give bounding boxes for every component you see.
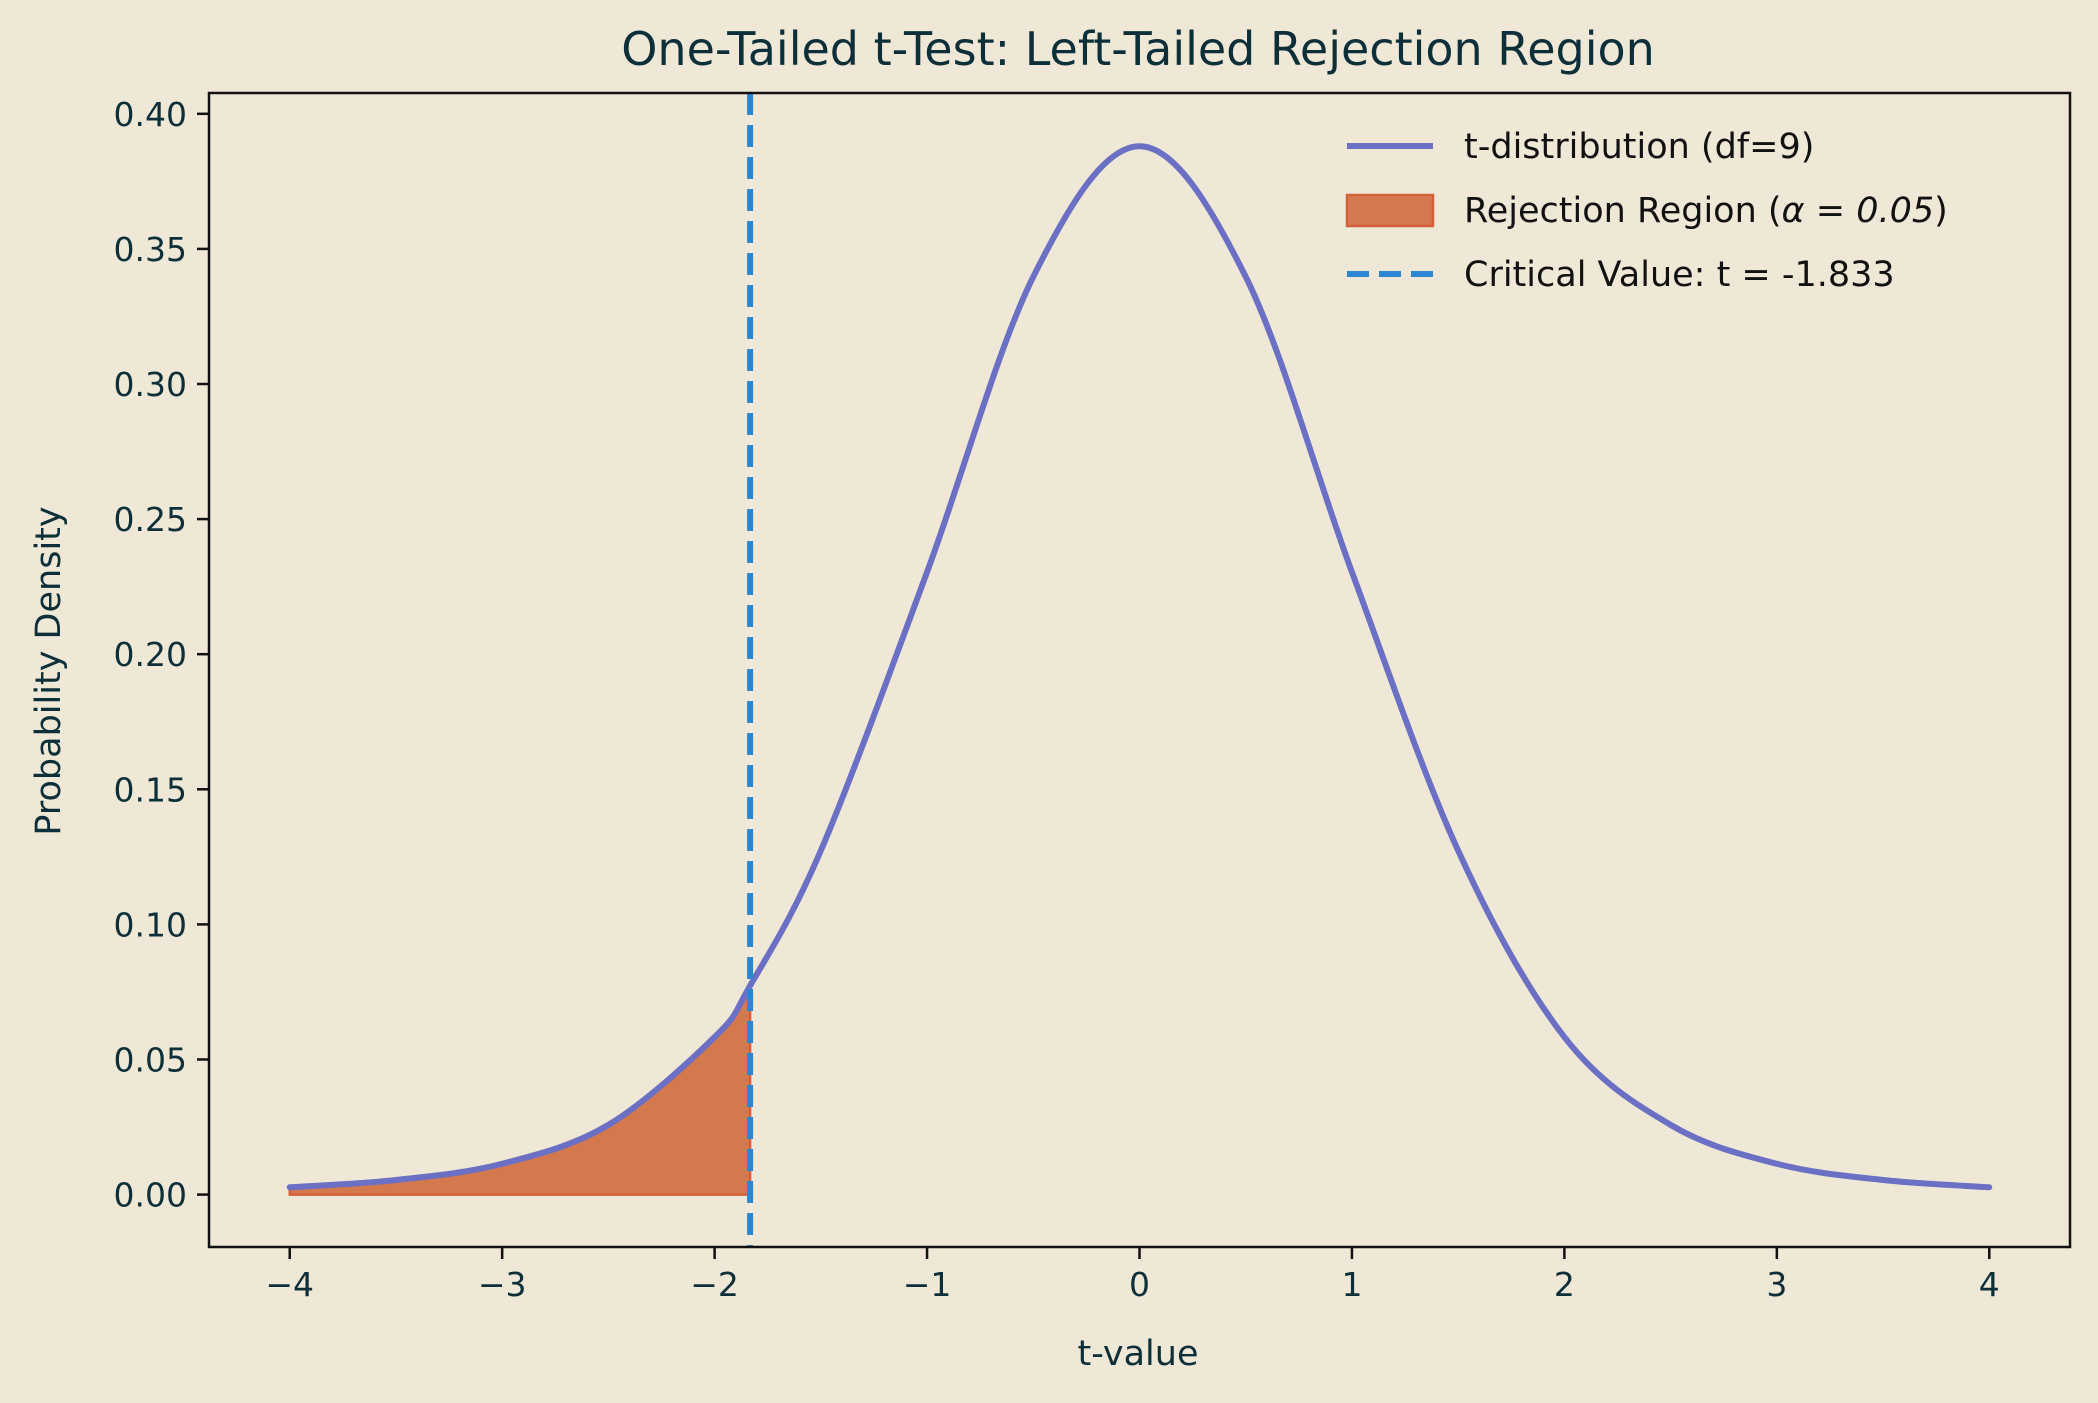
y-tick-label: 0.10 (114, 905, 187, 944)
y-tick-label: 0.05 (114, 1040, 187, 1079)
y-tick-label: 0.20 (114, 635, 187, 674)
legend-label-critical-value: Critical Value: t = -1.833 (1464, 255, 1895, 295)
y-tick-label: 0.15 (114, 770, 187, 809)
t-distribution-curve (286, 143, 1993, 1191)
x-axis-label: t-value (1077, 1334, 1198, 1374)
y-tick-label: 0.35 (114, 230, 187, 269)
x-tick-label: −4 (265, 1265, 314, 1304)
x-tick-label: −2 (690, 1265, 739, 1304)
legend-label-t-distribution: t-distribution (df=9) (1464, 127, 1814, 167)
x-tick-label: 4 (1979, 1265, 2000, 1304)
x-tick-label: −3 (478, 1265, 527, 1304)
legend-area-swatch (1345, 193, 1435, 228)
x-tick-label: 0 (1129, 1265, 1150, 1304)
axes: −4 −3 −2 −1 0 1 2 3 4 0.00 0.05 0.10 0.15 0.20 0.25 0.3… (114, 91, 2072, 1304)
y-tick-label: 0.25 (114, 500, 187, 539)
y-tick-label: 0.40 (114, 95, 187, 134)
x-tick-label: 3 (1766, 1265, 1787, 1304)
x-tick-label: −1 (903, 1265, 952, 1304)
chart-title: One-Tailed t-Test: Left-Tailed Rejection… (621, 22, 1655, 76)
plot-background (209, 93, 2070, 1247)
x-tick-label: 1 (1341, 1265, 1362, 1304)
y-tick-label: 0.00 (114, 1176, 187, 1215)
y-axis-label: Probability Density (29, 506, 69, 835)
legend-label-rejection-region: Rejection Region (α = 0.05) (1464, 191, 1948, 231)
legend: t-distribution (df=9) Rejection Region (… (1345, 127, 1948, 295)
x-tick-label: 2 (1554, 1265, 1575, 1304)
y-tick-label: 0.30 (114, 365, 187, 404)
plot-area (209, 93, 2070, 1247)
